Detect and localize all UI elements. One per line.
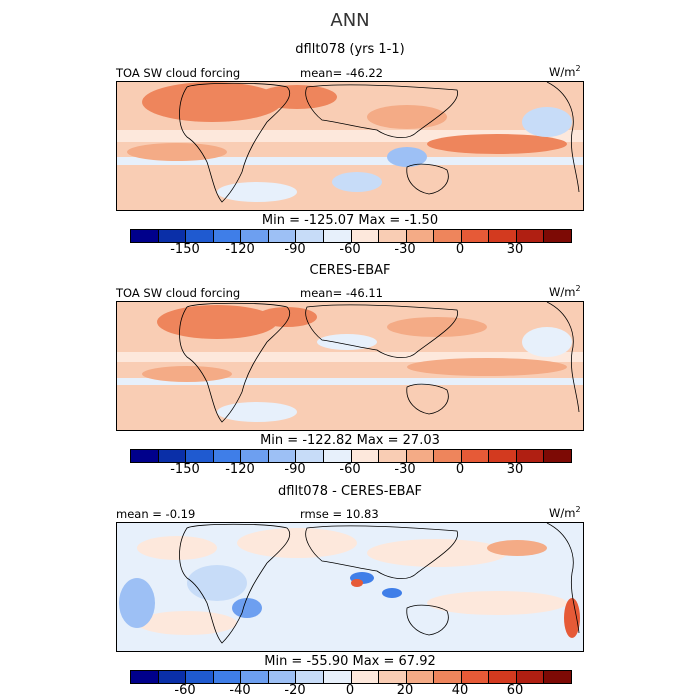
colorbar-swatch [406, 450, 435, 462]
colorbar-swatch [434, 450, 462, 462]
panel-3-map [116, 522, 584, 652]
panel-3-minmax: Min = -55.90 Max = 67.92 [264, 654, 436, 669]
colorbar-tick-label: 30 [506, 242, 524, 257]
colorbar-swatch [131, 671, 159, 683]
colorbar-tick-label: 0 [455, 242, 465, 257]
colorbar-swatch [323, 450, 352, 462]
panel-2-heading: CERES-EBAF [309, 263, 391, 278]
colorbar-swatch [406, 671, 435, 683]
colorbar-swatch [516, 450, 545, 462]
colorbar-tick-label: -120 [225, 242, 255, 257]
colorbar-tick-label: 30 [506, 462, 524, 477]
colorbar-swatch [131, 450, 159, 462]
colorbar-swatch [213, 671, 242, 683]
colorbar-swatch [351, 230, 380, 242]
panel-3-colorbar [130, 670, 572, 684]
colorbar-swatch [186, 671, 214, 683]
colorbar-tick-label: -60 [174, 683, 196, 698]
figure-title: ANN [330, 10, 370, 31]
panel-1-minmax: Min = -125.07 Max = -1.50 [261, 213, 439, 228]
panel-2-variable-label: TOA SW cloud forcing [116, 286, 241, 300]
colorbar-swatch [461, 671, 490, 683]
panel-1-colorbar [130, 229, 572, 243]
colorbar-swatch [544, 450, 571, 462]
colorbar-swatch [296, 230, 324, 242]
panel-2-colorbar [130, 449, 572, 463]
colorbar-swatch [516, 671, 545, 683]
colorbar-swatch [158, 230, 187, 242]
panel-1-variable-label: TOA SW cloud forcing [116, 66, 241, 80]
colorbar-tick-label: -40 [229, 683, 251, 698]
colorbar-tick-label: -60 [339, 462, 361, 477]
panel-1-heading: dfllt078 (yrs 1-1) [295, 42, 405, 57]
panel-2-mean-label: mean= -46.11 [300, 286, 383, 300]
panel-1-map [116, 81, 584, 211]
colorbar-tick-label: 0 [455, 462, 465, 477]
colorbar-swatch [489, 671, 517, 683]
colorbar-swatch [241, 671, 269, 683]
colorbar-tick-label: 40 [451, 683, 469, 698]
colorbar-swatch [544, 671, 571, 683]
colorbar-swatch [351, 450, 380, 462]
colorbar-swatch [434, 671, 462, 683]
colorbar-swatch [241, 230, 269, 242]
colorbar-swatch [186, 230, 214, 242]
colorbar-swatch [379, 230, 407, 242]
panel-2-colorbar-ticks: -150 -120 -90 -60 -30 0 30 [130, 462, 570, 478]
colorbar-swatch [131, 230, 159, 242]
panel-2-units: W/m2 [549, 284, 581, 299]
colorbar-swatch [268, 671, 297, 683]
colorbar-swatch [268, 450, 297, 462]
colorbar-swatch [489, 230, 517, 242]
panel-3-rmse-label: rmse = 10.83 [300, 507, 379, 521]
panel-1-colorbar-ticks: -150 -120 -90 -60 -30 0 30 [130, 242, 570, 258]
colorbar-swatch [461, 230, 490, 242]
colorbar-swatch [461, 450, 490, 462]
colorbar-tick-label: -150 [170, 242, 200, 257]
colorbar-tick-label: -90 [284, 242, 306, 257]
colorbar-swatch [323, 230, 352, 242]
panel-2-map-svg [117, 302, 583, 430]
colorbar-tick-label: 60 [506, 683, 524, 698]
colorbar-swatch [323, 671, 352, 683]
colorbar-tick-label: -30 [394, 242, 416, 257]
colorbar-tick-label: 0 [345, 683, 355, 698]
panel-3-heading: dfllt078 - CERES-EBAF [278, 484, 422, 499]
colorbar-tick-label: -30 [394, 462, 416, 477]
panel-2-minmax: Min = -122.82 Max = 27.03 [260, 433, 440, 448]
panel-3-mean-label: mean = -0.19 [116, 507, 196, 521]
colorbar-swatch [379, 671, 407, 683]
panel-3-map-svg [117, 523, 583, 651]
colorbar-swatch [489, 450, 517, 462]
colorbar-swatch [241, 450, 269, 462]
colorbar-swatch [213, 450, 242, 462]
colorbar-tick-label: -60 [339, 242, 361, 257]
colorbar-swatch [186, 450, 214, 462]
panel-1-units: W/m2 [549, 64, 581, 79]
colorbar-swatch [406, 230, 435, 242]
colorbar-swatch [268, 230, 297, 242]
colorbar-swatch [213, 230, 242, 242]
colorbar-swatch [434, 230, 462, 242]
panel-2-map [116, 301, 584, 431]
colorbar-swatch [158, 450, 187, 462]
colorbar-swatch [379, 450, 407, 462]
colorbar-tick-label: 20 [396, 683, 414, 698]
colorbar-swatch [544, 230, 571, 242]
panel-1-map-svg [117, 82, 583, 210]
colorbar-tick-label: -150 [170, 462, 200, 477]
colorbar-swatch [296, 671, 324, 683]
colorbar-tick-label: -20 [284, 683, 306, 698]
panel-3-units: W/m2 [549, 505, 581, 520]
panel-1-mean-label: mean= -46.22 [300, 66, 383, 80]
colorbar-swatch [351, 671, 380, 683]
colorbar-tick-label: -120 [225, 462, 255, 477]
colorbar-tick-label: -90 [284, 462, 306, 477]
panel-3-colorbar-ticks: -60 -40 -20 0 20 40 60 [130, 683, 570, 699]
colorbar-swatch [516, 230, 545, 242]
colorbar-swatch [158, 671, 187, 683]
colorbar-swatch [296, 450, 324, 462]
